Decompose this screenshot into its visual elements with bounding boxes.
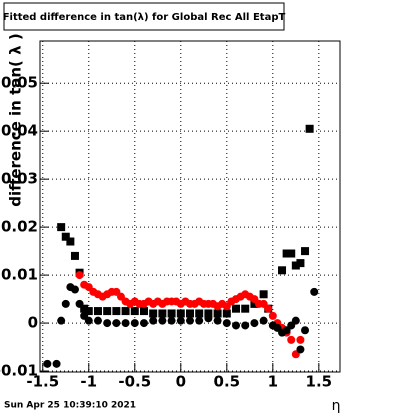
square-marker [80, 304, 89, 313]
square-marker [305, 124, 314, 133]
square-marker [250, 299, 259, 308]
y-axis-label: difference in tan( λ ) [7, 33, 25, 206]
x-axis-label: η [332, 398, 341, 414]
circle-marker [296, 345, 305, 354]
square-marker [158, 309, 167, 318]
circle-marker [61, 299, 70, 308]
square-marker [167, 309, 176, 318]
circle-marker [52, 359, 61, 368]
circle-marker [112, 319, 121, 328]
circle-marker [222, 319, 231, 328]
chart-title: Fitted difference in tan(λ) for Global R… [3, 12, 286, 23]
circle-marker [103, 319, 112, 328]
circle-marker [204, 314, 213, 323]
circle-marker [121, 319, 130, 328]
title-box [3, 2, 285, 31]
square-marker [241, 304, 250, 313]
square-marker [195, 309, 204, 318]
circle-marker [195, 316, 204, 325]
plot-frame [39, 40, 341, 373]
x-tick-label: -1.5 [26, 373, 59, 391]
x-tick-label: -0.5 [118, 373, 151, 391]
square-marker [259, 290, 268, 299]
y-tick-label: 0.03 [1, 170, 38, 188]
circle-marker [130, 319, 139, 328]
square-marker [70, 251, 79, 260]
square-marker [103, 307, 112, 316]
circle-marker [167, 316, 176, 325]
square-marker [301, 247, 310, 256]
square-marker [149, 309, 158, 318]
circle-marker [250, 319, 259, 328]
square-marker [278, 266, 287, 275]
circle-marker [158, 316, 167, 325]
circle-marker [310, 287, 319, 296]
circle-marker [176, 316, 185, 325]
y-tick-label: 0 [28, 314, 38, 332]
circle-marker [57, 316, 66, 325]
circle-marker [301, 326, 310, 335]
x-tick-label: 1 [268, 373, 278, 391]
circle-marker [75, 271, 84, 280]
circle-marker [287, 335, 296, 344]
y-tick-label: 0.02 [1, 218, 38, 236]
square-marker [282, 249, 291, 258]
square-marker [112, 307, 121, 316]
x-tick-label: -1 [80, 373, 97, 391]
circle-marker [264, 304, 273, 313]
circle-marker [291, 316, 300, 325]
square-marker [186, 309, 194, 318]
circle-marker [296, 335, 305, 344]
x-tick-label: 0.5 [214, 373, 241, 391]
y-tick-label: 0.04 [1, 122, 38, 140]
circle-marker [232, 321, 241, 330]
square-marker [296, 259, 305, 268]
square-marker [61, 232, 70, 241]
square-marker [84, 307, 93, 316]
circle-marker [149, 316, 158, 325]
circle-marker [241, 321, 250, 330]
square-marker [176, 309, 185, 318]
circle-marker [186, 316, 194, 325]
square-marker [66, 237, 75, 246]
y-tick-label: -0.01 [0, 362, 38, 380]
square-marker [93, 307, 102, 316]
square-marker [204, 309, 213, 318]
square-marker [287, 249, 296, 258]
circle-marker [259, 316, 268, 325]
footer: Sun Apr 25 10:39:10 2021 [4, 401, 136, 411]
square-marker [213, 309, 222, 318]
circle-marker [84, 316, 93, 325]
x-tick-label: 0 [176, 373, 186, 391]
circle-marker [93, 316, 102, 325]
circle-marker [139, 319, 148, 328]
y-tick-label: 0.05 [1, 74, 38, 92]
circle-marker [213, 316, 222, 325]
square-marker [57, 223, 66, 232]
square-marker [222, 309, 231, 318]
circle-marker [70, 285, 79, 294]
square-marker [130, 307, 139, 316]
square-marker [232, 304, 241, 313]
square-marker [291, 261, 300, 270]
square-marker [139, 307, 148, 316]
y-tick-label: 0.01 [1, 266, 38, 284]
circle-marker [268, 311, 277, 320]
x-tick-label: 1.5 [306, 373, 333, 391]
square-marker [121, 307, 130, 316]
circle-marker [75, 299, 84, 308]
circle-marker [43, 359, 52, 368]
